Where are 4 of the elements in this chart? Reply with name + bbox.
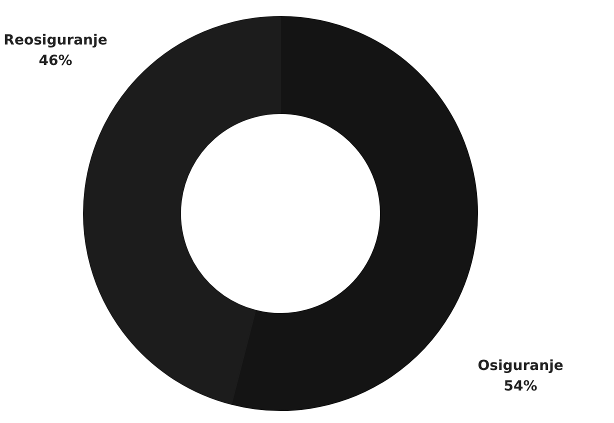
- slice-label: Reosiguranje: [4, 32, 108, 48]
- data-label: 54%: [504, 378, 538, 395]
- data-label: 46%: [38, 53, 72, 70]
- slice-label: Osiguranje: [478, 358, 564, 374]
